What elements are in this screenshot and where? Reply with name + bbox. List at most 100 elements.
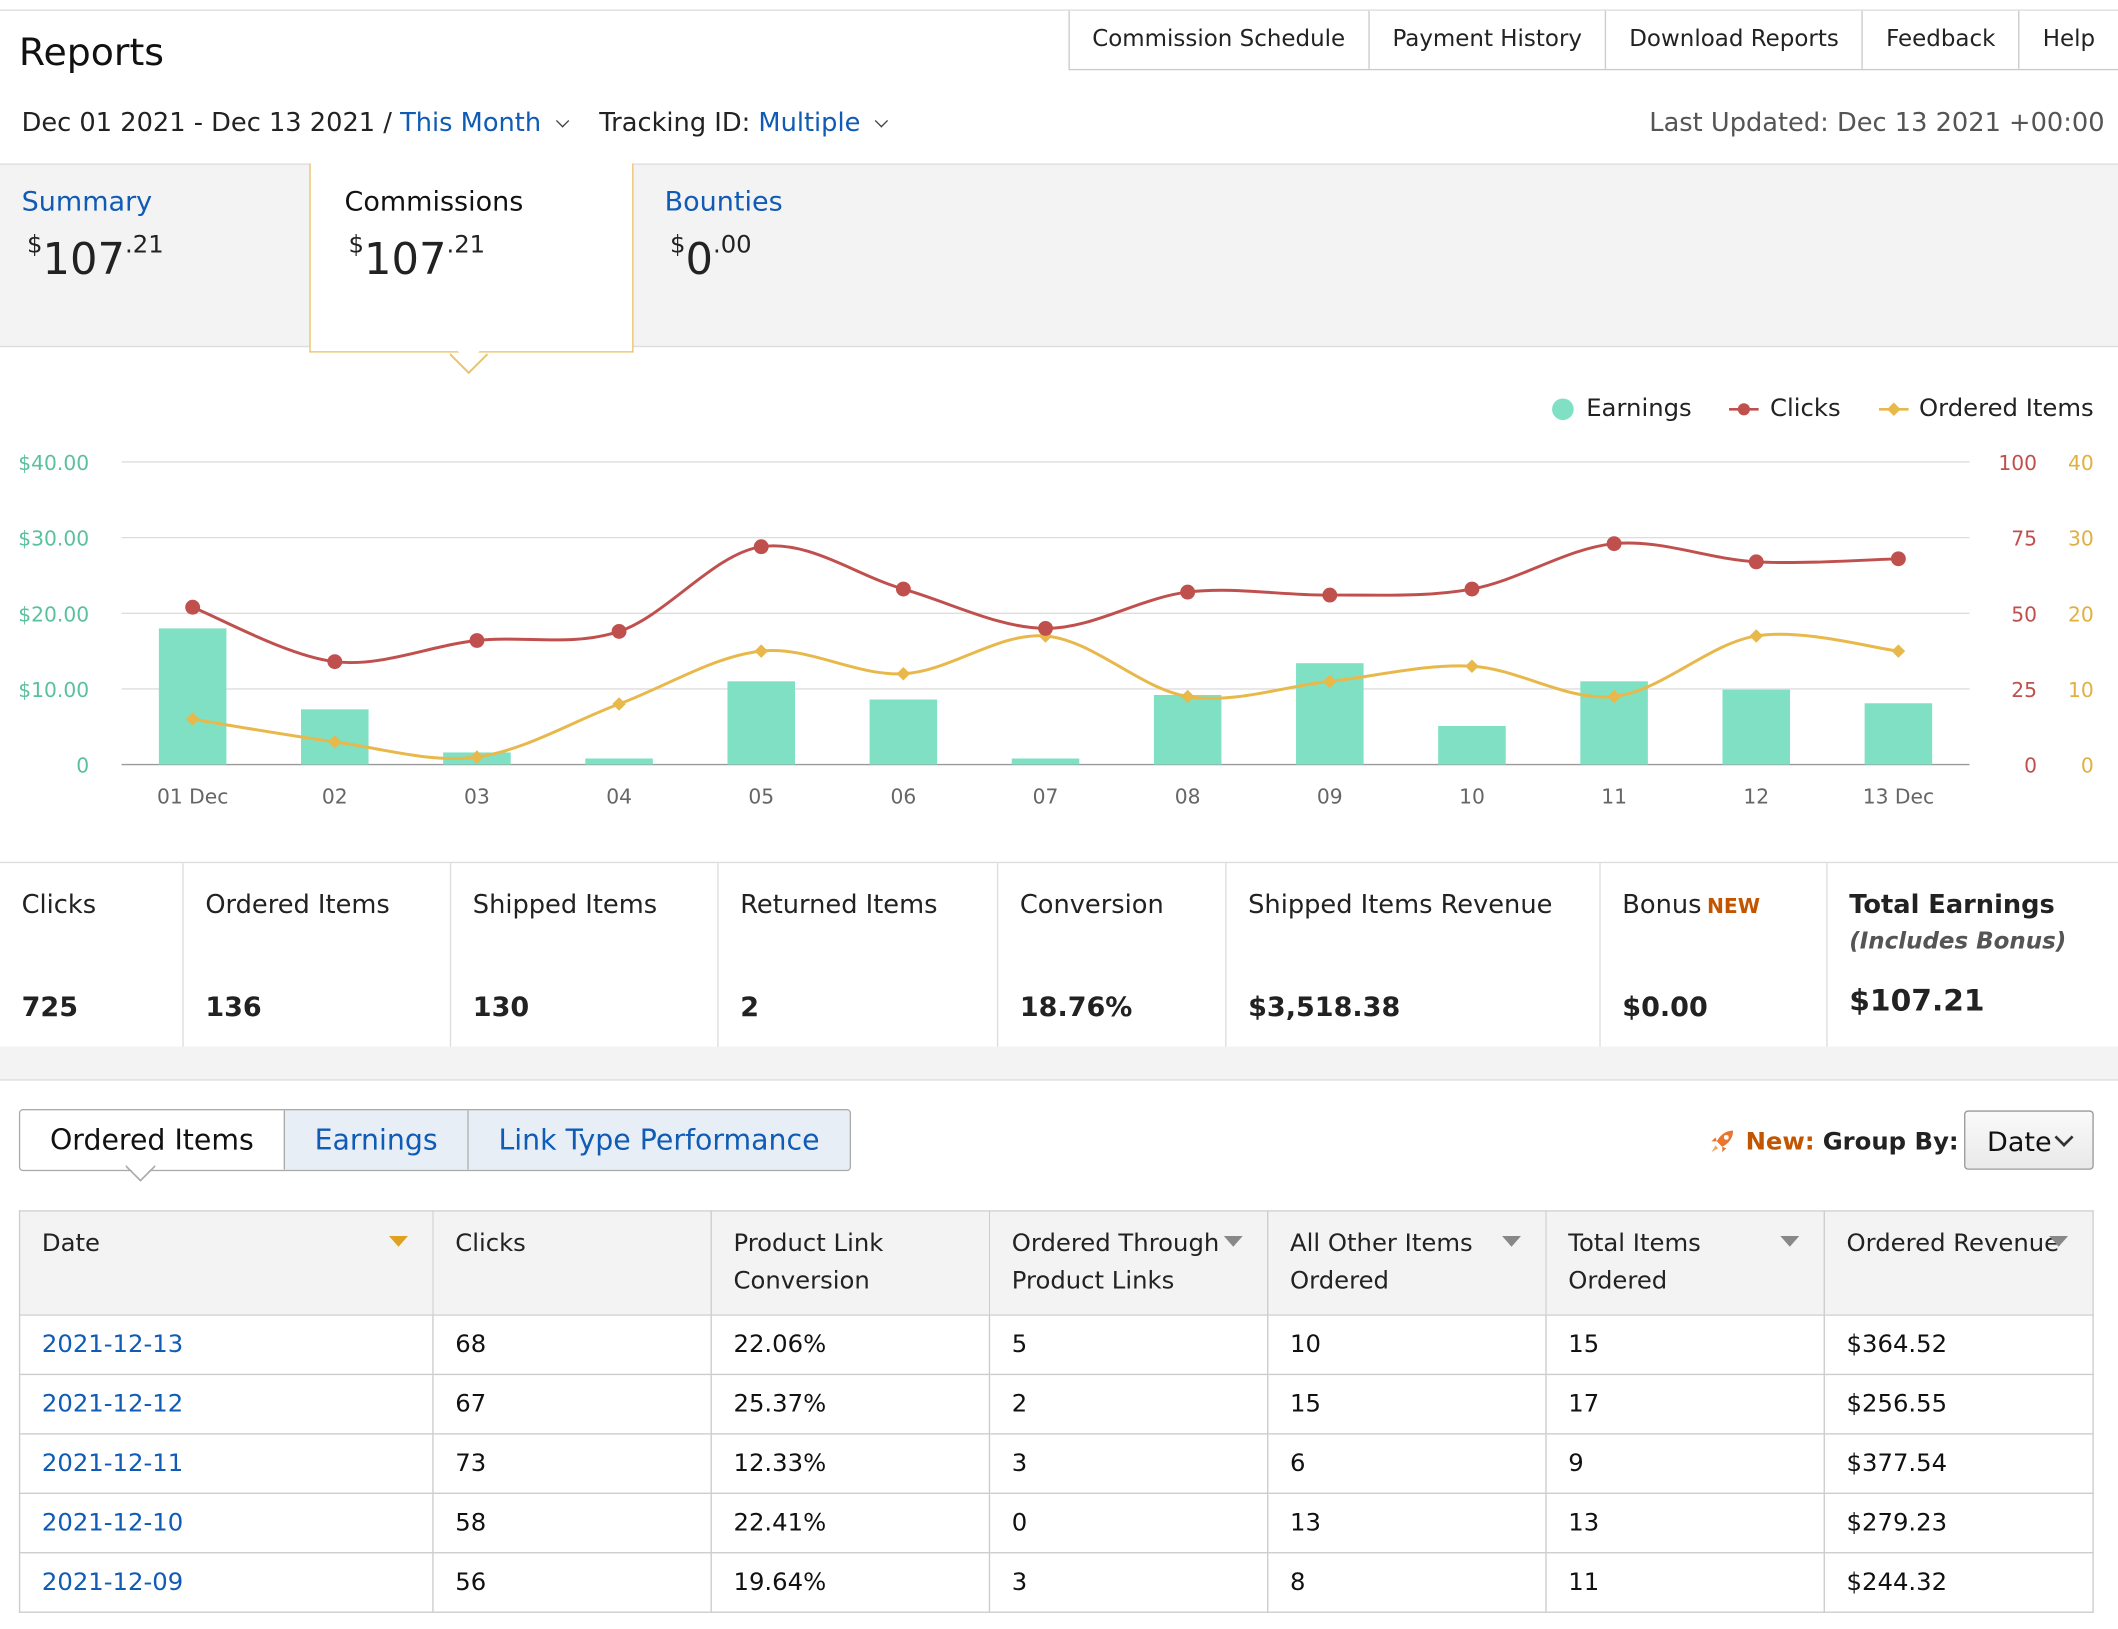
group-by-label: Group By:	[1822, 1127, 1959, 1156]
clicks-point	[1606, 536, 1622, 552]
top-links: Commission Schedule Payment History Down…	[1067, 10, 2118, 71]
ordered-items-point	[328, 735, 342, 749]
period-dropdown[interactable]: This Month	[400, 108, 542, 138]
table-cell: 15	[1545, 1314, 1825, 1376]
legend-ordered-items[interactable]: Ordered Items	[1878, 394, 2094, 423]
help-link[interactable]: Help	[2042, 25, 2096, 53]
table-cell: 3	[988, 1552, 1269, 1613]
legend-earnings[interactable]: Earnings	[1551, 394, 1692, 423]
section-gap	[0, 1046, 2118, 1081]
tab-earnings[interactable]: Earnings	[284, 1110, 469, 1170]
table-cell: 13	[1545, 1492, 1825, 1554]
payment-history-link[interactable]: Payment History	[1369, 10, 1607, 69]
col-date[interactable]: Date	[18, 1210, 434, 1316]
date-link[interactable]: 2021-12-09	[18, 1552, 434, 1613]
table-cell: 9	[1545, 1433, 1825, 1494]
tab-bounties[interactable]: Bounties $0.00	[643, 163, 954, 344]
chevron-down-icon[interactable]	[2054, 1127, 2074, 1147]
legend-clicks[interactable]: Clicks	[1729, 394, 1841, 423]
clicks-point	[611, 623, 627, 639]
sort-arrow-icon[interactable]	[389, 1235, 408, 1247]
y-left-tick: $10.00	[18, 678, 89, 702]
col-ordered-revenue[interactable]: Ordered Revenue	[1823, 1210, 2094, 1316]
chevron-down-icon[interactable]	[874, 114, 889, 128]
earnings-bar	[585, 758, 653, 765]
y-right1-tick: 75	[2011, 527, 2037, 551]
tracking-id-dropdown[interactable]: Multiple	[758, 108, 861, 138]
table-row: 2021-12-13 68 22.06% 5 10 15 $364.52	[18, 1314, 2094, 1376]
download-reports-link[interactable]: Download Reports	[1606, 10, 1864, 69]
ordered-items-table: Date Clicks Product Link Conversion Order…	[18, 1210, 2094, 1613]
ordered-items-point	[185, 712, 200, 726]
tab-link-type-performance[interactable]: Link Type Performance	[468, 1110, 850, 1170]
y-right2-tick: 40	[2068, 451, 2094, 475]
table-cell: 22.41%	[710, 1492, 991, 1554]
last-updated: Last Updated: Dec 13 2021 +00:00	[1649, 108, 2105, 138]
date-link[interactable]: 2021-12-12	[18, 1373, 434, 1435]
table-cell: 25.37%	[710, 1373, 991, 1435]
stat-conversion: Conversion 18.76%	[998, 863, 1227, 1047]
y-left-tick: $30.00	[18, 527, 89, 551]
tab-summary-label[interactable]: Summary	[21, 185, 153, 218]
earnings-bar	[1153, 694, 1222, 765]
y-left-tick: $40.00	[18, 451, 89, 475]
clicks-point	[1322, 587, 1338, 603]
table-cell: $256.55	[1823, 1373, 2094, 1435]
date-link[interactable]: 2021-12-10	[18, 1492, 434, 1554]
sort-arrow-icon[interactable]	[1223, 1235, 1243, 1247]
group-by-select[interactable]: Date	[1964, 1110, 2094, 1170]
tab-commissions[interactable]: Commissions $107.21	[309, 163, 634, 353]
col-total-items[interactable]: Total Items Ordered	[1545, 1210, 1825, 1316]
feedback-link[interactable]: Feedback	[1863, 10, 2020, 69]
table-cell: $377.54	[1823, 1433, 2094, 1494]
x-tick-label: 04	[606, 785, 632, 809]
earnings-bar	[1438, 725, 1506, 765]
sort-arrow-icon[interactable]	[1780, 1235, 1800, 1247]
col-ordered-through-links[interactable]: Ordered Through Product Links	[988, 1210, 1269, 1316]
ordered-items-point	[896, 667, 911, 681]
clicks-point	[1890, 551, 1906, 567]
x-tick-label: 05	[748, 785, 774, 809]
date-link[interactable]: 2021-12-13	[18, 1314, 434, 1376]
earnings-bar	[727, 681, 795, 765]
report-tabs: Ordered Items Earnings Link Type Perform…	[18, 1109, 851, 1172]
table-row: 2021-12-12 67 25.37% 2 15 17 $256.55	[18, 1373, 2094, 1435]
commission-schedule-link[interactable]: Commission Schedule	[1069, 10, 1370, 69]
table-cell: 13	[1267, 1492, 1547, 1554]
chart-legend: Earnings Clicks Ordered Items	[1551, 394, 2094, 423]
table-cell: 56	[432, 1552, 712, 1613]
col-clicks[interactable]: Clicks	[432, 1210, 712, 1316]
table-cell: 68	[432, 1314, 712, 1376]
tab-bounties-label[interactable]: Bounties	[664, 185, 783, 218]
clicks-point	[1180, 584, 1196, 600]
tab-ordered-items[interactable]: Ordered Items	[20, 1110, 285, 1170]
table-row: 2021-12-10 58 22.41% 0 13 13 $279.23	[18, 1492, 2094, 1554]
tracking-label: Tracking ID:	[599, 108, 751, 138]
clicks-point	[327, 654, 343, 670]
clicks-point	[185, 599, 201, 615]
chevron-down-icon[interactable]	[555, 114, 569, 128]
stats-band: Clicks 725 Ordered Items 136 Shipped Items…	[0, 861, 2118, 1049]
tab-summary[interactable]: Summary $107.21	[0, 163, 311, 344]
group-by-new: New:	[1745, 1127, 1815, 1156]
clicks-point	[1038, 620, 1053, 636]
col-all-other-items[interactable]: All Other Items Ordered	[1267, 1210, 1547, 1316]
table-cell: 0	[988, 1492, 1269, 1554]
active-tab-pointer	[449, 343, 488, 375]
ordered-items-point	[1891, 644, 1906, 658]
ordered-items-point	[612, 697, 626, 711]
table-cell: $279.23	[1823, 1492, 2094, 1554]
page-title: Reports	[18, 29, 164, 75]
table-cell: 12.33%	[710, 1433, 991, 1494]
date-link[interactable]: 2021-12-11	[18, 1433, 434, 1494]
table-header-row: Date Clicks Product Link Conversion Order…	[18, 1210, 2094, 1316]
tab-commissions-label[interactable]: Commissions	[344, 185, 524, 218]
x-tick-label: 08	[1175, 785, 1201, 809]
sort-arrow-icon[interactable]	[2049, 1235, 2069, 1247]
earnings-bar	[869, 699, 938, 765]
col-product-link-conversion[interactable]: Product Link Conversion	[710, 1210, 991, 1316]
y-right1-tick: 50	[2011, 602, 2037, 626]
x-tick-label: 06	[890, 785, 916, 809]
y-left-tick: $20.00	[18, 602, 89, 626]
sort-arrow-icon[interactable]	[1502, 1235, 1522, 1247]
